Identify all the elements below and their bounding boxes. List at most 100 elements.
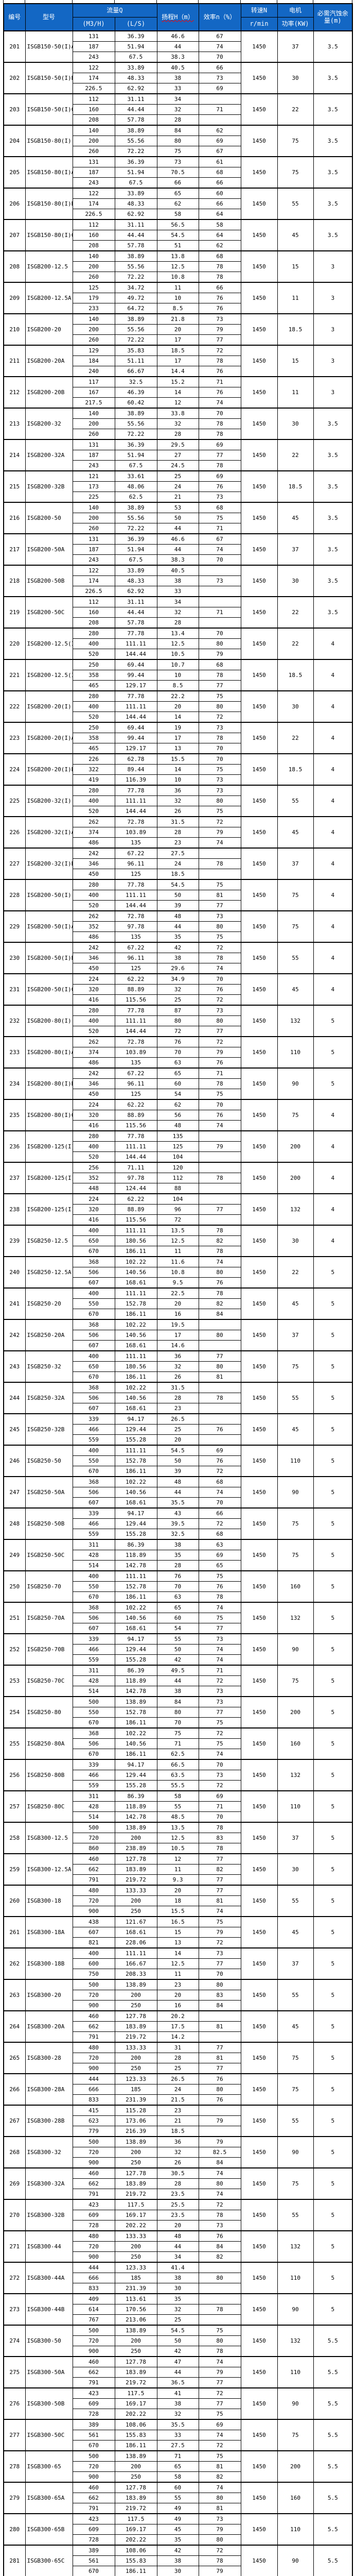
cell-head: 55 xyxy=(156,2493,199,2503)
cell-speed: 1450 xyxy=(240,62,278,94)
cell-head: 75 xyxy=(156,1727,199,1739)
cell-head: 23.5 xyxy=(156,2189,199,2200)
cell-no: 230 xyxy=(3,942,26,974)
cell-head: 88 xyxy=(156,1183,199,1194)
cell-efficiency: 66 xyxy=(198,177,241,189)
cell-flow-m3h: 720 xyxy=(72,1990,115,2001)
pump-subrow: 450 125 29.6 74 xyxy=(4,963,352,974)
pump-subrow: 187 51.94 44 74 xyxy=(4,544,352,555)
cell-efficiency: 76 xyxy=(198,481,241,492)
cell-head: 25.5 xyxy=(156,2199,199,2210)
cell-flow-ls: 71.11 xyxy=(114,1162,157,1173)
cell-head: 50 xyxy=(156,1455,199,1466)
cell-efficiency: 79 xyxy=(198,2566,241,2576)
cell-flow-m3h: 140 xyxy=(72,313,115,325)
cell-flow-ls: 135 xyxy=(114,931,157,943)
cell-npsh: 3.5 xyxy=(313,470,353,503)
cell-flow-m3h: 550 xyxy=(72,1298,115,1309)
cell-flow-m3h: 514 xyxy=(72,1811,115,1823)
pump-subrow: 465 129.17 8.5 77 xyxy=(4,680,352,691)
cell-flow-ls: 62.92 xyxy=(114,83,157,94)
cell-head: 15.5 xyxy=(156,753,199,765)
cell-speed: 1450 xyxy=(240,1633,278,1666)
cell-efficiency: 72 xyxy=(198,2387,241,2399)
cell-no: 247 xyxy=(3,1476,26,1509)
pump-subrow: 791 219.72 49 81 xyxy=(4,2503,352,2514)
cell-flow-m3h: 346 xyxy=(72,953,115,963)
cell-npsh: 5 xyxy=(313,1979,353,2011)
cell-efficiency: 75 xyxy=(198,1738,241,1749)
cell-model: ISGB200-20 xyxy=(25,313,73,346)
cell-flow-ls: 111.11 xyxy=(114,1225,157,1236)
cell-efficiency xyxy=(198,617,241,629)
cell-flow-m3h: 466 xyxy=(72,1424,115,1435)
cell-speed: 1450 xyxy=(240,659,278,691)
cell-flow-ls: 152.78 xyxy=(114,1298,157,1309)
cell-model: ISGB200-80(I)C xyxy=(25,1099,73,1131)
cell-head: 49 xyxy=(156,2503,199,2514)
cell-no: 276 xyxy=(3,2387,26,2420)
cell-efficiency: 75 xyxy=(198,2450,241,2462)
cell-flow-ls: 140.56 xyxy=(114,1738,157,1749)
cell-flow-m3h: 224 xyxy=(72,1099,115,1110)
cell-no: 229 xyxy=(3,910,26,943)
cell-flow-m3h: 167 xyxy=(72,387,115,398)
cell-flow-ls: 238.89 xyxy=(114,1843,157,1854)
cell-head: 63 xyxy=(156,1057,199,1069)
pump-subrow: 243 67.5 38.3 70 xyxy=(4,554,352,566)
cell-head: 24 xyxy=(156,481,199,492)
cell-efficiency: 76 xyxy=(198,303,241,314)
cell-power: 132 xyxy=(277,2230,314,2263)
cell-efficiency: 64 xyxy=(198,209,241,220)
cell-efficiency: 78 xyxy=(198,953,241,963)
cell-head: 14 xyxy=(156,711,199,723)
cell-efficiency: 68 xyxy=(198,167,241,178)
cell-head: 44 xyxy=(156,921,199,932)
cell-flow-ls: 231.39 xyxy=(114,2283,157,2294)
cell-efficiency: 70 xyxy=(198,1099,241,1110)
cell-no: 214 xyxy=(3,439,26,471)
cell-flow-ls: 140.56 xyxy=(114,1267,157,1278)
pump-subrow: 260 72.22 17 77 xyxy=(4,334,352,346)
cell-efficiency: 66 xyxy=(198,1507,241,1519)
cell-flow-ls: 140.56 xyxy=(114,1393,157,1403)
cell-no: 260 xyxy=(3,1885,26,1917)
cell-power: 90 xyxy=(277,1476,314,1509)
cell-flow-m3h: 833 xyxy=(72,2094,115,2106)
cell-flow-m3h: 500 xyxy=(72,1696,115,1707)
cell-head: 58 xyxy=(156,209,199,220)
cell-efficiency: 79 xyxy=(198,324,241,335)
cell-efficiency: 73 xyxy=(198,2513,241,2524)
cell-flow-ls: 186.11 xyxy=(114,1371,157,1383)
cell-speed: 1450 xyxy=(240,2356,278,2388)
cell-no: 265 xyxy=(3,2042,26,2074)
cell-flow-ls: 183.89 xyxy=(114,2021,157,2032)
cell-efficiency: 77 xyxy=(198,1204,241,1215)
pump-subrow: 720 200 18 81 xyxy=(4,1895,352,1906)
cell-power: 37 xyxy=(277,1947,314,1980)
cell-flow-ls: 186.11 xyxy=(114,2440,157,2451)
cell-power: 45 xyxy=(277,1287,314,1320)
cell-flow-ls: 38.89 xyxy=(114,313,157,325)
cell-flow-m3h: 208 xyxy=(72,617,115,629)
cell-flow-m3h: 339 xyxy=(72,1633,115,1645)
cell-head: 41.4 xyxy=(156,2262,199,2273)
pump-subrow: 720 200 44 84 xyxy=(4,2241,352,2252)
cell-flow-m3h: 358 xyxy=(72,670,115,681)
header-efficiency: 效率n（%） xyxy=(198,3,241,31)
cell-speed: 1450 xyxy=(240,2010,278,2043)
cell-model: ISGB200-32 xyxy=(25,408,73,440)
cell-flow-m3h: 419 xyxy=(72,774,115,786)
cell-flow-ls: 34.72 xyxy=(114,282,157,293)
pump-subrow: 466 129.44 63.5 73 xyxy=(4,1770,352,1781)
cell-head: 23.5 xyxy=(156,2210,199,2221)
cell-efficiency xyxy=(198,2262,241,2273)
pump-subrow: 779 216.39 18.5 xyxy=(4,2126,352,2137)
pump-subrow: 240 66.67 14.4 76 xyxy=(4,366,352,377)
cell-head: 45 xyxy=(156,2524,199,2535)
pump-subrow: 662 183.89 55 80 xyxy=(4,2493,352,2503)
cell-flow-ls: 118.89 xyxy=(114,1801,157,1812)
cell-speed: 1450 xyxy=(240,2325,278,2357)
